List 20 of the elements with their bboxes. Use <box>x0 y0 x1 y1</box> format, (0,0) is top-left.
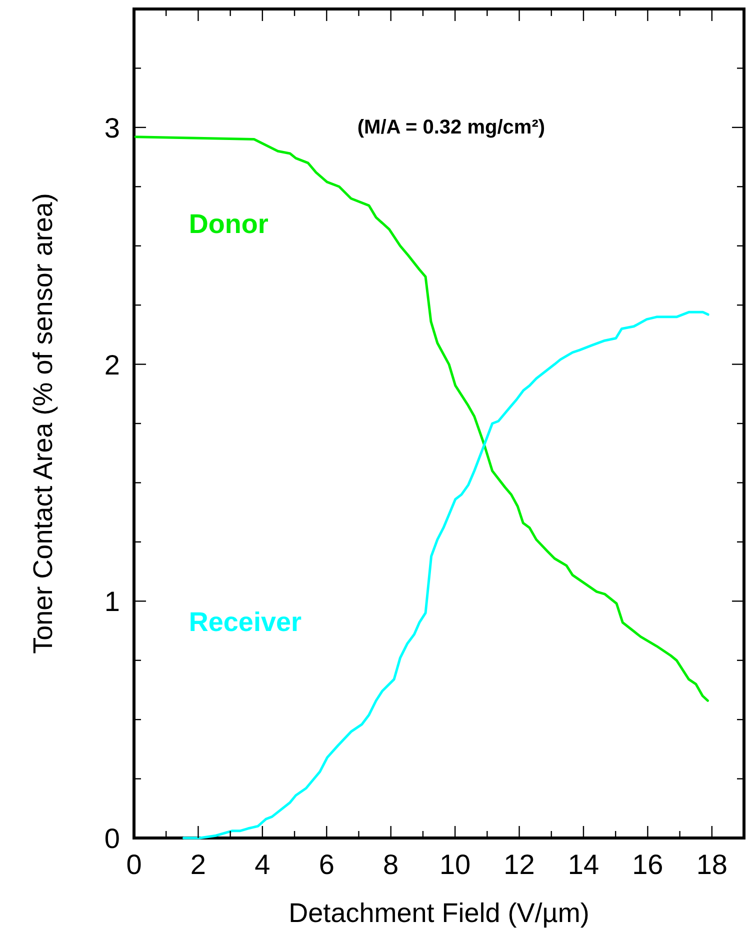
x-tick-label: 4 <box>254 849 270 880</box>
x-tick-label: 16 <box>632 849 664 880</box>
x-tick-label: 6 <box>318 849 334 880</box>
y-tick-label: 3 <box>104 112 120 144</box>
text: Receiver <box>188 606 302 637</box>
x-tick-label: 18 <box>696 849 728 880</box>
line-series <box>182 310 710 840</box>
y-axis-title: Toner Contact Area (% of sensor area) <box>28 193 58 654</box>
y-tick-label: 1 <box>104 586 120 618</box>
y-tick-label: 0 <box>104 823 120 854</box>
x-tick-label: 2 <box>190 849 206 880</box>
x-tick-label: 14 <box>568 849 600 880</box>
annotation: (M/A = 0.32 mg/cm²) <box>357 116 546 138</box>
x-tick-label: 0 <box>126 849 142 880</box>
text: Donor <box>188 208 269 239</box>
x-axis-title: Detachment Field (V/µm) <box>288 898 590 928</box>
x-tick-label: 8 <box>383 849 399 880</box>
x-tick-label: 12 <box>504 849 535 880</box>
y-tick-label: 2 <box>104 349 120 380</box>
x-tick-label: 10 <box>439 849 471 880</box>
